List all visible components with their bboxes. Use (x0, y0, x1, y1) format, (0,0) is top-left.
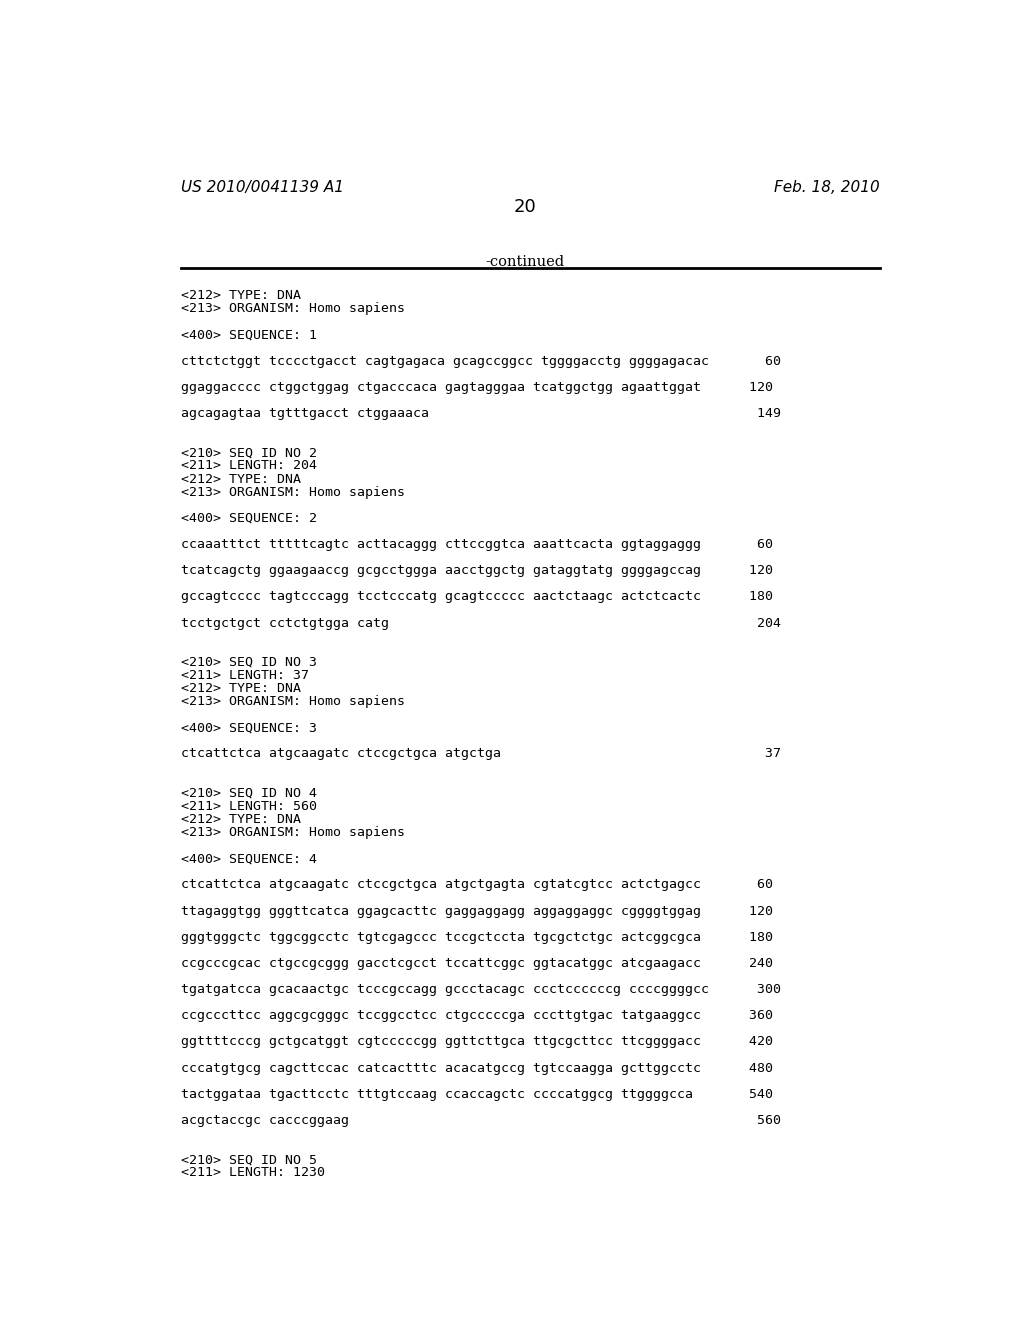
Text: <210> SEQ ID NO 2: <210> SEQ ID NO 2 (180, 446, 316, 459)
Text: <210> SEQ ID NO 5: <210> SEQ ID NO 5 (180, 1154, 316, 1167)
Text: ggttttcccg gctgcatggt cgtcccccgg ggttcttgca ttgcgcttcc ttcggggacc      420: ggttttcccg gctgcatggt cgtcccccgg ggttctt… (180, 1035, 773, 1048)
Text: agcagagtaa tgtttgacct ctggaaaca                                         149: agcagagtaa tgtttgacct ctggaaaca 149 (180, 407, 780, 420)
Text: ctcattctca atgcaagatc ctccgctgca atgctgagta cgtatcgtcc actctgagcc       60: ctcattctca atgcaagatc ctccgctgca atgctga… (180, 878, 773, 891)
Text: ccgcccgcac ctgccgcggg gacctcgcct tccattcggc ggtacatggc atcgaagacc      240: ccgcccgcac ctgccgcggg gacctcgcct tccattc… (180, 957, 773, 970)
Text: <212> TYPE: DNA: <212> TYPE: DNA (180, 289, 301, 302)
Text: US 2010/0041139 A1: US 2010/0041139 A1 (180, 180, 344, 195)
Text: tcctgctgct cctctgtgga catg                                              204: tcctgctgct cctctgtgga catg 204 (180, 616, 780, 630)
Text: <211> LENGTH: 37: <211> LENGTH: 37 (180, 669, 308, 682)
Text: <210> SEQ ID NO 4: <210> SEQ ID NO 4 (180, 787, 316, 800)
Text: cttctctggt tcccctgacct cagtgagaca gcagccggcc tggggacctg ggggagacac       60: cttctctggt tcccctgacct cagtgagaca gcagcc… (180, 355, 780, 368)
Text: <211> LENGTH: 204: <211> LENGTH: 204 (180, 459, 316, 473)
Text: ggaggacccc ctggctggag ctgacccaca gagtagggaa tcatggctgg agaattggat      120: ggaggacccc ctggctggag ctgacccaca gagtagg… (180, 381, 773, 393)
Text: <212> TYPE: DNA: <212> TYPE: DNA (180, 682, 301, 696)
Text: ccaaatttct tttttcagtc acttacaggg cttccggtca aaattcacta ggtaggaggg       60: ccaaatttct tttttcagtc acttacaggg cttccgg… (180, 539, 773, 550)
Text: gggtgggctc tggcggcctc tgtcgagccc tccgctccta tgcgctctgc actcggcgca      180: gggtgggctc tggcggcctc tgtcgagccc tccgctc… (180, 931, 773, 944)
Text: tcatcagctg ggaagaaccg gcgcctggga aacctggctg gataggtatg ggggagccag      120: tcatcagctg ggaagaaccg gcgcctggga aacctgg… (180, 564, 773, 577)
Text: <400> SEQUENCE: 4: <400> SEQUENCE: 4 (180, 853, 316, 865)
Text: <400> SEQUENCE: 2: <400> SEQUENCE: 2 (180, 512, 316, 525)
Text: <211> LENGTH: 1230: <211> LENGTH: 1230 (180, 1167, 325, 1179)
Text: <400> SEQUENCE: 1: <400> SEQUENCE: 1 (180, 329, 316, 342)
Text: cccatgtgcg cagcttccac catcactttc acacatgccg tgtccaagga gcttggcctc      480: cccatgtgcg cagcttccac catcactttc acacatg… (180, 1061, 773, 1074)
Text: <210> SEQ ID NO 3: <210> SEQ ID NO 3 (180, 656, 316, 669)
Text: <213> ORGANISM: Homo sapiens: <213> ORGANISM: Homo sapiens (180, 302, 404, 315)
Text: <213> ORGANISM: Homo sapiens: <213> ORGANISM: Homo sapiens (180, 486, 404, 499)
Text: gccagtcccc tagtcccagg tcctcccatg gcagtccccc aactctaagc actctcactc      180: gccagtcccc tagtcccagg tcctcccatg gcagtcc… (180, 590, 773, 603)
Text: acgctaccgc cacccggaag                                                   560: acgctaccgc cacccggaag 560 (180, 1114, 780, 1127)
Text: <211> LENGTH: 560: <211> LENGTH: 560 (180, 800, 316, 813)
Text: -continued: -continued (485, 255, 564, 269)
Text: <212> TYPE: DNA: <212> TYPE: DNA (180, 813, 301, 826)
Text: ccgcccttcc aggcgcgggc tccggcctcc ctgcccccga cccttgtgac tatgaaggcc      360: ccgcccttcc aggcgcgggc tccggcctcc ctgcccc… (180, 1010, 773, 1022)
Text: 20: 20 (513, 198, 537, 216)
Text: <213> ORGANISM: Homo sapiens: <213> ORGANISM: Homo sapiens (180, 696, 404, 708)
Text: tgatgatcca gcacaactgc tcccgccagg gccctacagc ccctccccccg ccccggggcc      300: tgatgatcca gcacaactgc tcccgccagg gccctac… (180, 983, 780, 997)
Text: <212> TYPE: DNA: <212> TYPE: DNA (180, 473, 301, 486)
Text: Feb. 18, 2010: Feb. 18, 2010 (774, 180, 880, 195)
Text: tactggataa tgacttcctc tttgtccaag ccaccagctc ccccatggcg ttggggcca       540: tactggataa tgacttcctc tttgtccaag ccaccag… (180, 1088, 773, 1101)
Text: ctcattctca atgcaagatc ctccgctgca atgctga                                 37: ctcattctca atgcaagatc ctccgctgca atgctga… (180, 747, 780, 760)
Text: ttagaggtgg gggttcatca ggagcacttc gaggaggagg aggaggaggc cggggtggag      120: ttagaggtgg gggttcatca ggagcacttc gaggagg… (180, 904, 773, 917)
Text: <213> ORGANISM: Homo sapiens: <213> ORGANISM: Homo sapiens (180, 826, 404, 840)
Text: <400> SEQUENCE: 3: <400> SEQUENCE: 3 (180, 721, 316, 734)
